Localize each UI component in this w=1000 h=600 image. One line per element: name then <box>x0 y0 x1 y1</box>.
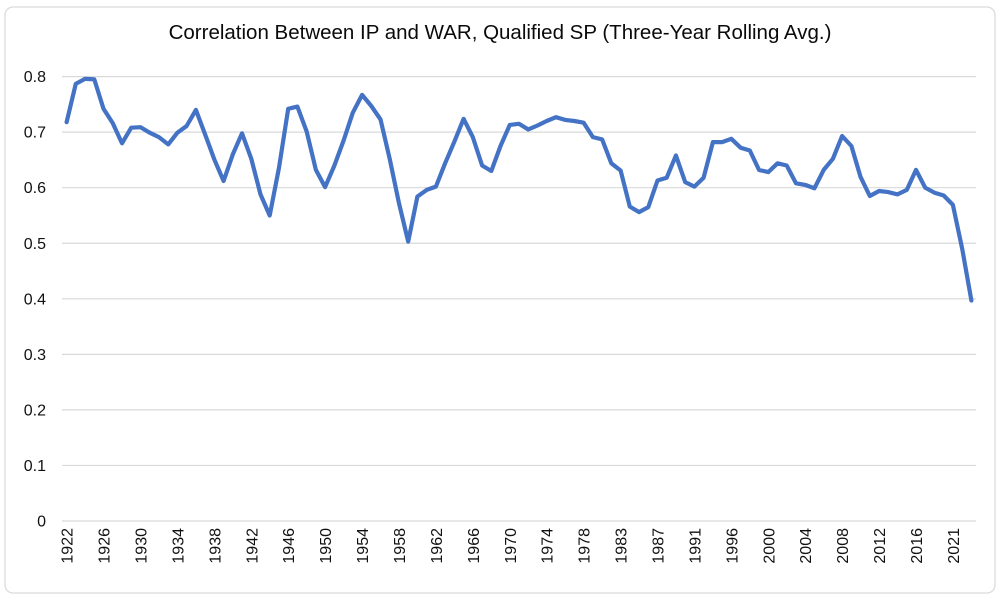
x-axis-labels: 1922 1926 1930 1934 1938 1942 1946 1950 1954 1958… <box>60 528 963 564</box>
x-tick-label: 1950 <box>318 528 335 564</box>
x-tick-label: 2016 <box>909 528 926 564</box>
x-tick-label: 2021 <box>946 528 963 564</box>
y-tick-label: 0 <box>37 514 46 531</box>
y-tick-label: 0.7 <box>24 125 46 142</box>
y-tick-label: 0.6 <box>24 180 46 197</box>
y-tick-label: 0.8 <box>24 69 46 86</box>
x-tick-label: 2000 <box>761 528 778 564</box>
x-tick-label: 1954 <box>355 528 372 564</box>
chart-border <box>4 6 996 594</box>
x-tick-label: 2004 <box>798 528 815 564</box>
x-tick-label: 1983 <box>614 528 631 564</box>
gridlines <box>62 75 976 522</box>
x-tick-label: 2012 <box>872 528 889 564</box>
x-tick-label: 1958 <box>392 528 409 564</box>
x-tick-label: 1966 <box>466 528 483 564</box>
chart-title: Correlation Between IP and WAR, Qualifie… <box>169 21 832 44</box>
x-tick-label: 1942 <box>244 528 261 564</box>
x-tick-label: 1922 <box>60 528 77 564</box>
x-tick-label: 1987 <box>650 528 667 564</box>
x-tick-label: 1974 <box>540 528 557 564</box>
x-tick-label: 1978 <box>577 528 594 564</box>
y-tick-label: 0.4 <box>24 291 46 308</box>
x-tick-label: 1996 <box>724 528 741 564</box>
y-tick-label: 0.3 <box>24 347 46 364</box>
x-tick-label: 1934 <box>170 528 187 564</box>
x-tick-label: 2008 <box>835 528 852 564</box>
x-tick-label: 1991 <box>687 528 704 564</box>
x-tick-label: 1930 <box>133 528 150 564</box>
y-tick-label: 0.5 <box>24 236 46 253</box>
x-tick-label: 1926 <box>97 528 114 564</box>
x-tick-label: 1962 <box>429 528 446 564</box>
x-tick-label: 1970 <box>503 528 520 564</box>
y-axis-labels: 0 0.1 0.2 0.3 0.4 0.5 0.6 0.7 0.8 <box>24 69 46 530</box>
y-tick-label: 0.2 <box>24 402 46 419</box>
data-line <box>64 76 974 303</box>
y-tick-label: 0.1 <box>24 458 46 475</box>
x-tick-label: 1946 <box>281 528 298 564</box>
x-tick-label: 1938 <box>207 528 224 564</box>
